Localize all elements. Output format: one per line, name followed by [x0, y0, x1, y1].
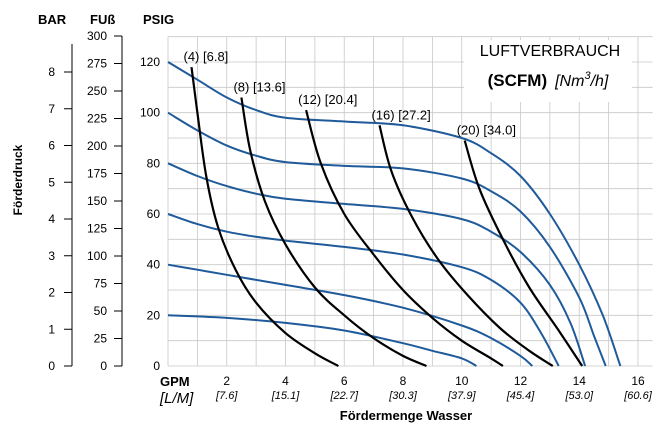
bar-tick-label: 1 — [48, 322, 55, 336]
bar-tick-label: 8 — [48, 65, 55, 79]
curve-label: (12) [20.4] — [298, 92, 357, 107]
lpm-tick-label: [60.6] — [623, 390, 652, 402]
lpm-tick-label: [53.0] — [564, 390, 593, 402]
air-pressure-curve — [167, 263, 533, 367]
air-pressure-curve — [167, 61, 622, 367]
gpm-tick-label: 8 — [400, 374, 407, 388]
curve-labels: (4) [6.8] (8) [13.6] (12) [20.4] (16) [27.2… — [184, 49, 516, 137]
lpm-label: [L/M] — [159, 390, 194, 407]
gpm-label: GPM — [160, 374, 190, 389]
fuss-ticks: 0 25 50 75 100 125 150 175 200 225 250 275 300 — [87, 29, 122, 373]
bar-ticks: 0 1 2 3 4 5 6 7 8 — [48, 65, 72, 373]
curve-label: (8) [13.6] — [233, 79, 285, 94]
air-pressure-curve — [167, 111, 607, 367]
x-axis-label: Fördermenge Wasser — [340, 408, 472, 423]
gpm-tick-label: 4 — [282, 374, 289, 388]
legend-units: (SCFM) [Nm3/h] — [488, 70, 609, 90]
air-pressure-curve — [167, 162, 587, 367]
bar-tick-label: 2 — [48, 286, 55, 300]
fuss-tick-label: 275 — [87, 57, 107, 71]
air-consumption-curves — [190, 66, 584, 368]
air-consumption-curve — [240, 97, 427, 368]
lpm-tick-label: [7.6] — [215, 390, 238, 402]
lpm-tick-label: [15.1] — [271, 390, 300, 402]
bar-tick-label: 4 — [48, 212, 55, 226]
psig-tick-label: 40 — [147, 258, 161, 272]
legend-title: LUFTVERBRAUCH — [480, 43, 620, 60]
air-consumption-curve — [305, 109, 504, 367]
fuss-tick-label: 125 — [87, 222, 107, 236]
gpm-tick-label: 2 — [223, 374, 230, 388]
psig-ticks: 0 20 40 60 80 100 120 — [140, 55, 160, 373]
fuss-tick-label: 25 — [94, 332, 108, 346]
lpm-tick-label: [30.3] — [388, 390, 417, 402]
gpm-tick-label: 6 — [341, 374, 348, 388]
curve-label: (20) [34.0] — [457, 123, 516, 138]
fuss-tick-label: 150 — [87, 194, 107, 208]
air-pressure-curve — [167, 314, 477, 367]
psig-tick-label: 60 — [147, 207, 161, 221]
psig-axis-label: PSIG — [143, 12, 174, 27]
grid — [167, 36, 653, 367]
psig-tick-label: 20 — [147, 308, 161, 322]
psig-tick-label: 80 — [147, 156, 161, 170]
psig-tick-label: 120 — [140, 55, 160, 69]
x-ticks: 2 [7.6] 4 [15.1] 6 [22.7] 8 [30.3] 10 [37.9] 12 [45… — [215, 374, 653, 402]
fuss-tick-label: 250 — [87, 84, 107, 98]
gpm-tick-label: 16 — [631, 374, 645, 388]
fuss-tick-label: 100 — [87, 249, 107, 263]
bar-tick-label: 0 — [48, 359, 55, 373]
air-consumption-curve — [378, 125, 554, 367]
gpm-tick-label: 14 — [573, 374, 587, 388]
y-axis-label: Förderdruck — [11, 144, 25, 215]
curve-label: (4) [6.8] — [184, 49, 229, 64]
fuss-tick-label: 200 — [87, 139, 107, 153]
bar-tick-label: 6 — [48, 139, 55, 153]
lpm-tick-label: [22.7] — [329, 390, 358, 402]
psig-tick-label: 100 — [140, 106, 160, 120]
psig-tick-label: 0 — [153, 359, 160, 373]
bar-tick-label: 3 — [48, 249, 55, 263]
air-consumption-curve — [190, 66, 339, 367]
lpm-tick-label: [45.4] — [506, 390, 535, 402]
lpm-tick-label: [37.9] — [447, 390, 476, 402]
bar-axis-label: BAR — [38, 12, 67, 27]
fuss-tick-label: 225 — [87, 112, 107, 126]
fuss-tick-label: 175 — [87, 167, 107, 181]
gpm-tick-label: 10 — [455, 374, 469, 388]
fuss-tick-label: 0 — [100, 359, 107, 373]
bar-tick-label: 7 — [48, 102, 55, 116]
air-pressure-curve — [167, 213, 560, 367]
fuss-tick-label: 300 — [87, 29, 107, 43]
gpm-tick-label: 12 — [514, 374, 528, 388]
curve-label: (16) [27.2] — [372, 107, 431, 122]
air-pressure-curves — [167, 61, 622, 367]
legend-background — [464, 40, 632, 102]
fuss-tick-label: 75 — [94, 277, 108, 291]
bar-tick-label: 5 — [48, 175, 55, 189]
air-consumption-curve — [463, 140, 584, 367]
fuss-tick-label: 50 — [94, 304, 108, 318]
fuss-axis-label: FUß — [90, 12, 115, 27]
